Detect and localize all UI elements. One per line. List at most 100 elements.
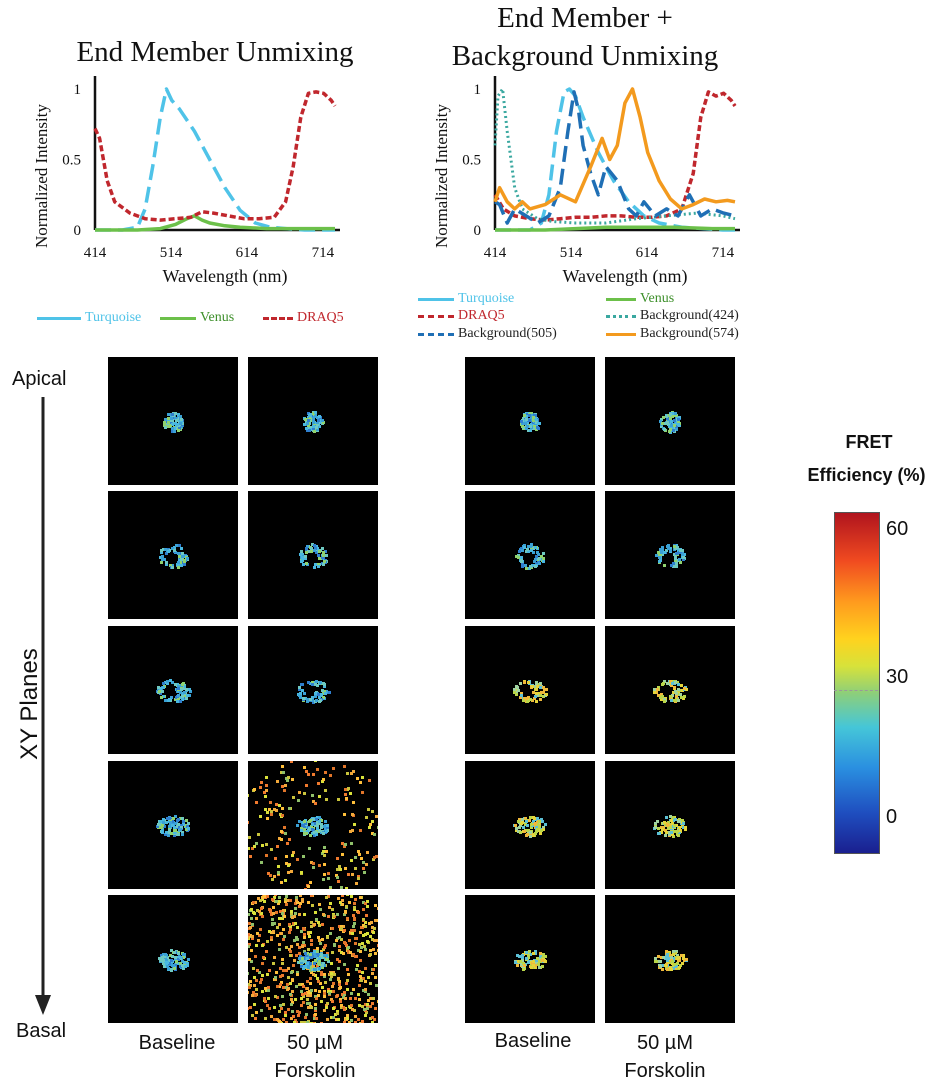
pixel-speck xyxy=(296,961,300,965)
pixel-speck xyxy=(370,810,374,814)
legend-swatch xyxy=(606,314,636,318)
pixel-speck xyxy=(264,1000,268,1004)
pixel-speck xyxy=(162,964,166,968)
pixel-speck xyxy=(175,423,179,427)
pixel-speck xyxy=(348,901,351,904)
pixel-speck xyxy=(275,803,278,807)
pixel-speck xyxy=(679,953,683,957)
pixel-speck xyxy=(326,826,330,830)
pixel-speck xyxy=(312,828,315,832)
pixel-speck xyxy=(169,566,173,570)
pixel-speck xyxy=(326,988,330,992)
pixel-speck xyxy=(352,925,355,929)
pixel-speck xyxy=(318,982,322,986)
pixel-speck xyxy=(304,419,308,423)
pixel-speck xyxy=(359,978,363,982)
pixel-speck xyxy=(373,964,377,968)
pixel-speck xyxy=(160,956,164,960)
pixel-speck xyxy=(180,557,183,561)
pixel-speck xyxy=(365,1007,369,1010)
pixel-speck xyxy=(312,834,316,838)
pixel-speck xyxy=(371,1021,375,1023)
pixel-speck xyxy=(295,973,299,977)
pixel-speck xyxy=(318,864,321,868)
pixel-speck xyxy=(250,923,254,927)
pixel-speck xyxy=(169,695,173,699)
pixel-speck xyxy=(284,783,288,787)
pixel-speck xyxy=(320,986,324,990)
pixel-speck xyxy=(364,902,367,906)
pixel-speck xyxy=(308,969,312,973)
pixel-speck xyxy=(346,787,350,791)
pixel-speck xyxy=(521,698,525,702)
pixel-speck xyxy=(658,548,662,551)
pixel-speck xyxy=(529,834,532,838)
pixel-speck xyxy=(320,949,324,953)
pixel-speck xyxy=(306,947,310,951)
pixel-speck xyxy=(172,823,176,827)
pixel-speck xyxy=(302,832,306,836)
pixel-speck xyxy=(271,912,275,915)
pixel-speck xyxy=(282,908,286,912)
pixel-speck xyxy=(519,696,523,700)
pixel-speck xyxy=(321,966,325,970)
pixel-speck xyxy=(176,693,180,697)
pixel-speck xyxy=(249,984,253,988)
colorbar-tick-60: 60 xyxy=(886,518,909,540)
pixel-speck xyxy=(537,691,541,695)
pixel-speck xyxy=(301,898,305,902)
pixel-speck xyxy=(266,817,270,821)
pixel-speck xyxy=(672,834,676,838)
pixel-speck xyxy=(267,1006,271,1010)
pixel-speck xyxy=(520,425,524,429)
pixel-speck xyxy=(179,684,183,688)
pixel-speck xyxy=(248,933,251,937)
pixel-speck xyxy=(343,764,347,768)
pixel-speck xyxy=(308,989,312,993)
pixel-speck xyxy=(346,978,350,982)
pixel-speck xyxy=(248,991,249,995)
pixel-speck xyxy=(683,828,687,832)
pixel-speck xyxy=(518,954,522,958)
pixel-speck xyxy=(673,698,677,702)
pixel-speck xyxy=(179,564,183,567)
pixel-speck xyxy=(260,944,264,947)
pixel-speck xyxy=(298,902,302,906)
pixel-speck xyxy=(169,954,173,958)
pixel-speck xyxy=(531,960,535,963)
col-label-forskolin-left-line2: Forskolin xyxy=(274,1060,356,1082)
pixel-speck xyxy=(368,1005,372,1009)
pixel-speck xyxy=(320,693,323,697)
pixel-speck xyxy=(534,695,538,699)
pixel-speck xyxy=(297,982,301,986)
pixel-speck xyxy=(185,694,189,698)
pixel-speck xyxy=(525,419,529,423)
pixel-speck xyxy=(661,955,665,959)
pixel-speck xyxy=(258,934,262,938)
pixel-speck xyxy=(368,948,372,952)
pixel-speck xyxy=(162,695,165,699)
pixel-speck xyxy=(324,554,328,558)
pixel-speck xyxy=(285,855,289,859)
pixel-speck xyxy=(288,950,292,954)
legend-left-draq5: DRAQ5 xyxy=(263,310,344,326)
pixel-speck xyxy=(300,993,304,997)
pixel-speck xyxy=(166,699,170,703)
pixel-speck xyxy=(255,917,259,921)
pixel-speck xyxy=(349,771,353,775)
pixel-speck xyxy=(305,551,308,554)
pixel-speck xyxy=(300,870,303,874)
pixel-speck xyxy=(259,978,263,981)
pixel-speck xyxy=(318,557,322,561)
pixel-speck xyxy=(334,1017,338,1021)
pixel-speck xyxy=(296,1013,300,1017)
pixel-speck xyxy=(659,419,663,423)
pixel-speck xyxy=(158,691,162,695)
pixel-speck xyxy=(312,425,316,429)
pixel-speck xyxy=(514,829,518,833)
pixel-speck xyxy=(669,695,673,698)
pixel-speck xyxy=(317,993,321,997)
pixel-speck xyxy=(301,696,305,700)
image-tile-r2-c3 xyxy=(465,491,595,619)
pixel-speck xyxy=(346,872,350,876)
